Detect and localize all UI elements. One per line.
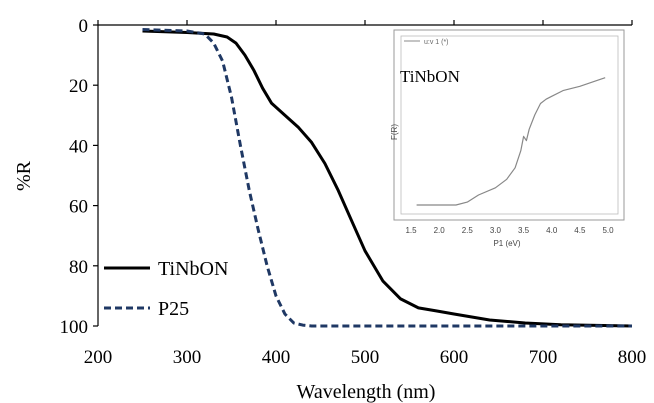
main-plot: 0 20 40 60 80 100 200 300 400 500 600 700 800 %R Wa…: [13, 16, 646, 403]
inset-x-tick-label: 2.5: [462, 226, 474, 235]
inset-x-tick-label: 4.5: [574, 226, 586, 235]
inset-plot: u:v 1 (*) TiNbON F(R) 1.5 2.0 2.5 3.0 3.5 4.0…: [390, 29, 625, 248]
inset-x-tick-label: 2.0: [434, 226, 446, 235]
inset-series-line-path: [416, 77, 606, 206]
main-y-tick-label: 60: [69, 197, 88, 218]
inset-series-line: [416, 77, 606, 206]
main-x-tick-label: 400: [262, 347, 291, 368]
inset-legend-label: u:v 1 (*): [424, 39, 449, 46]
inset-x-tick-label: 3.5: [518, 226, 530, 235]
main-y-ticks: 0 20 40 60 80 100: [60, 16, 98, 338]
main-y-tick-label: 20: [69, 76, 88, 97]
main-x-tick-label: 500: [351, 347, 380, 368]
legend-label-tinbon: TiNbON: [158, 258, 228, 280]
inset-title: TiNbON: [400, 67, 460, 86]
main-x-tick-label: 800: [618, 347, 647, 368]
main-y-tick-label: 80: [69, 257, 88, 278]
legend-label-p25: P25: [158, 298, 189, 320]
inset-x-tick-label: 3.0: [490, 226, 502, 235]
main-x-tick-label: 600: [440, 347, 469, 368]
main-series-lines: [142, 28, 633, 328]
inset-x-tick-label: 4.0: [546, 226, 558, 235]
inset-x-ticks: 1.5 2.0 2.5 3.0 3.5 4.0 4.5 5.0: [405, 226, 614, 235]
main-y-axis-label: %R: [13, 160, 35, 191]
series-line-p25: [142, 28, 632, 328]
main-y-tick-label: 100: [60, 317, 89, 338]
main-y-tick-label: 40: [69, 136, 88, 157]
inset-x-tick-label: 5.0: [602, 226, 614, 235]
inset-x-axis-label: P1 (eV): [493, 239, 520, 248]
main-y-tick-label: 0: [79, 16, 89, 37]
inset-plot-area: [400, 35, 619, 215]
main-x-tick-label: 700: [529, 347, 558, 368]
inset-y-axis-label: F(R): [390, 124, 399, 140]
main-legend: TiNbON P25: [104, 258, 228, 320]
main-x-ticks: 200 300 400 500 600 700 800: [84, 20, 647, 368]
inset-frame: [393, 29, 625, 221]
series-line-tinbon: [142, 29, 633, 328]
main-x-tick-label: 200: [84, 347, 113, 368]
inset-x-tick-label: 1.5: [405, 226, 417, 235]
main-x-axis-label: Wavelength (nm): [297, 381, 436, 403]
main-x-tick-label: 300: [173, 347, 202, 368]
